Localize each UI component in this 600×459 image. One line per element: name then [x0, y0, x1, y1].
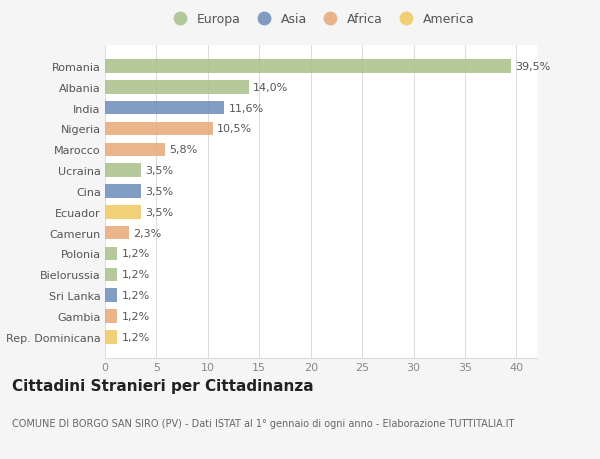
Bar	[105, 226, 128, 240]
Bar	[105, 123, 213, 136]
Text: 1,2%: 1,2%	[121, 332, 150, 342]
Bar	[105, 289, 118, 302]
Legend: Europa, Asia, Africa, America: Europa, Asia, Africa, America	[162, 8, 480, 31]
Text: COMUNE DI BORGO SAN SIRO (PV) - Dati ISTAT al 1° gennaio di ogni anno - Elaboraz: COMUNE DI BORGO SAN SIRO (PV) - Dati IST…	[12, 418, 514, 428]
Text: 10,5%: 10,5%	[217, 124, 252, 134]
Bar	[105, 60, 511, 73]
Bar	[105, 143, 164, 157]
Bar	[105, 247, 118, 261]
Bar	[105, 81, 249, 95]
Bar	[105, 268, 118, 281]
Text: 3,5%: 3,5%	[145, 186, 173, 196]
Text: 1,2%: 1,2%	[121, 270, 150, 280]
Text: 1,2%: 1,2%	[121, 291, 150, 301]
Bar	[105, 206, 141, 219]
Bar	[105, 101, 224, 115]
Text: 5,8%: 5,8%	[169, 145, 197, 155]
Text: 3,5%: 3,5%	[145, 166, 173, 176]
Text: 1,2%: 1,2%	[121, 249, 150, 259]
Bar	[105, 330, 118, 344]
Text: 1,2%: 1,2%	[121, 311, 150, 321]
Bar	[105, 309, 118, 323]
Text: 3,5%: 3,5%	[145, 207, 173, 218]
Bar	[105, 185, 141, 198]
Text: 2,3%: 2,3%	[133, 228, 161, 238]
Text: 39,5%: 39,5%	[515, 62, 551, 72]
Text: Cittadini Stranieri per Cittadinanza: Cittadini Stranieri per Cittadinanza	[12, 379, 314, 394]
Text: 11,6%: 11,6%	[229, 103, 263, 113]
Bar	[105, 164, 141, 178]
Text: 14,0%: 14,0%	[253, 83, 289, 93]
